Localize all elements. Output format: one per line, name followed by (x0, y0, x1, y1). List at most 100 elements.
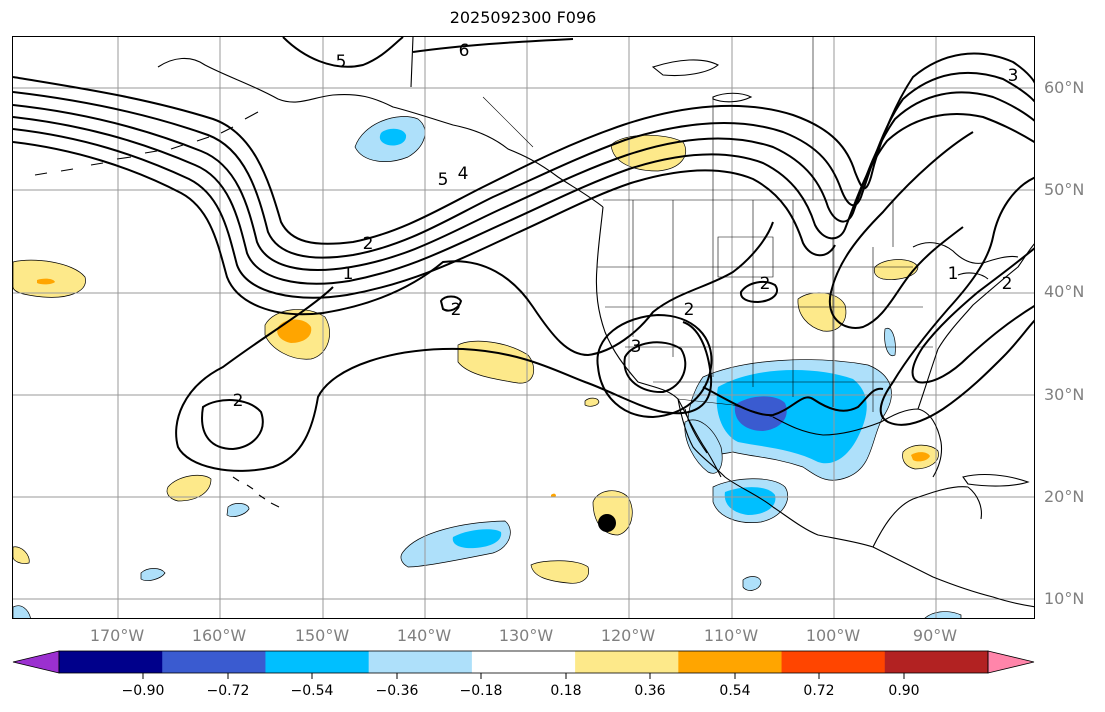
shade-negative-small-3 (742, 576, 762, 591)
shade-positive-small-1 (584, 397, 600, 407)
east-coast (917, 243, 1034, 410)
state-lines (597, 200, 933, 412)
contour-lines (13, 37, 1034, 472)
shade-positive-great-lakes (873, 259, 919, 280)
colorbar-segment (781, 651, 886, 673)
lon-label: 160°W (191, 626, 247, 645)
contour-6 (412, 38, 574, 53)
shade-negative-mexico-core (724, 487, 776, 515)
contour-small-closed-1 (739, 280, 778, 304)
colorbar (12, 650, 1035, 679)
us-canada-border (603, 199, 894, 247)
colorbar-extend-max (987, 650, 1035, 674)
lon-label: 110°W (703, 626, 759, 645)
map-panel: 5 6 3 5 4 2 1 2 2 3 2 1 2 2 (12, 36, 1035, 619)
contour-label: 5 (336, 52, 347, 72)
lat-label: 50°N (1044, 180, 1085, 199)
lat-label: 20°N (1044, 487, 1085, 506)
colorbar-segment (265, 651, 370, 673)
shade-positive-west-pacific-core (37, 278, 55, 285)
contour-1-south (175, 286, 713, 472)
colorbar-tick-label: −0.18 (459, 683, 503, 699)
contour-band-3 (13, 91, 1034, 271)
graticule (13, 37, 1034, 618)
colorbar-tick-label: 0.72 (803, 683, 835, 699)
contour-label: 4 (458, 164, 469, 184)
hawaii (232, 476, 280, 508)
contour-closed-low-california (623, 341, 687, 394)
lon-label: 100°W (805, 626, 861, 645)
shade-negative-small-2 (226, 503, 250, 517)
contour-band-2 (13, 71, 1034, 259)
shade-negative-pacific-core (452, 529, 502, 549)
colorbar-tick-label: 0.36 (634, 683, 666, 699)
colorbar-tick-label: −0.90 (121, 683, 165, 699)
contour-label: 3 (1008, 66, 1019, 86)
shade-positive-florida-core (911, 452, 930, 462)
contour-outer-low-california (596, 313, 713, 419)
aleutians (34, 111, 259, 176)
contour-label: 5 (438, 170, 449, 190)
colorbar-segments (12, 650, 1035, 674)
contour-east-loop (828, 131, 974, 329)
shade-positive-hawaii (166, 474, 212, 502)
lon-label: 120°W (600, 626, 656, 645)
central-america (872, 486, 1034, 608)
shade-positive-west-pacific (13, 259, 86, 298)
colorbar-segment (575, 651, 679, 673)
contour-label: 2 (451, 300, 462, 320)
contour-label-layer: 5 6 3 5 4 2 1 2 2 3 2 1 2 2 (233, 41, 1019, 411)
contour-east-trough (879, 176, 1034, 426)
contour-label: 2 (760, 274, 771, 294)
alaska-coast (157, 57, 604, 208)
contour-label: 2 (684, 300, 695, 320)
shade-positive-south (530, 560, 589, 584)
colorbar-segment (59, 651, 163, 673)
colorbar-tick-label: −0.54 (290, 683, 334, 699)
shade-negative-gulf-alaska-core (379, 128, 407, 146)
colorbar-segment (368, 651, 473, 673)
lat-label: 60°N (1044, 78, 1085, 97)
contour-band-1 (13, 52, 1034, 245)
contour-label: 1 (343, 264, 354, 284)
shade-negative-small-5 (924, 611, 962, 618)
west-coast-us (595, 206, 969, 548)
colorbar-segment (678, 651, 783, 673)
lon-label: 150°W (294, 626, 350, 645)
contour-band-4 (13, 113, 1034, 285)
contour-closed-low-pacific (201, 399, 264, 451)
colorbar-segment (471, 651, 576, 673)
colorbar-tick-label: −0.72 (206, 683, 250, 699)
shading-layer (13, 116, 962, 618)
contour-5-north (282, 37, 404, 68)
shade-negative-south-central-core (716, 369, 867, 464)
lon-label: 140°W (396, 626, 452, 645)
colorbar-tick-label: 0.18 (550, 683, 582, 699)
contour-small-closed-2 (439, 295, 463, 312)
contour-2-large (13, 141, 774, 357)
colorbar-segment (162, 651, 266, 673)
shade-positive-plains (797, 292, 847, 332)
map-canvas: 5 6 3 5 4 2 1 2 2 3 2 1 2 2 (13, 37, 1034, 618)
cuba (962, 473, 1030, 487)
shade-positive-subtropics (457, 340, 535, 384)
contour-label: 3 (631, 337, 642, 357)
canada-provinces (482, 37, 814, 200)
lon-label: 130°W (498, 626, 554, 645)
colorbar-extend-min (12, 650, 60, 674)
contour-band-5 (13, 128, 836, 299)
contour-gulf-loop (702, 386, 884, 417)
colorbar-outline (58, 650, 989, 674)
contour-label: 6 (459, 41, 470, 61)
lat-label: 40°N (1044, 282, 1085, 301)
shade-negative-small-4 (13, 605, 31, 618)
coastlines (34, 37, 1034, 608)
shade-negative-small-1 (140, 568, 166, 581)
black-dot-marker (598, 514, 616, 532)
colorbar-segment (884, 651, 989, 673)
map-title: 2025092300 F096 (449, 8, 597, 27)
canada-north-coast (410, 37, 753, 103)
lat-label: 10°N (1044, 589, 1085, 608)
gulf-coast (772, 408, 943, 478)
shade-positive-small-2 (13, 546, 30, 564)
